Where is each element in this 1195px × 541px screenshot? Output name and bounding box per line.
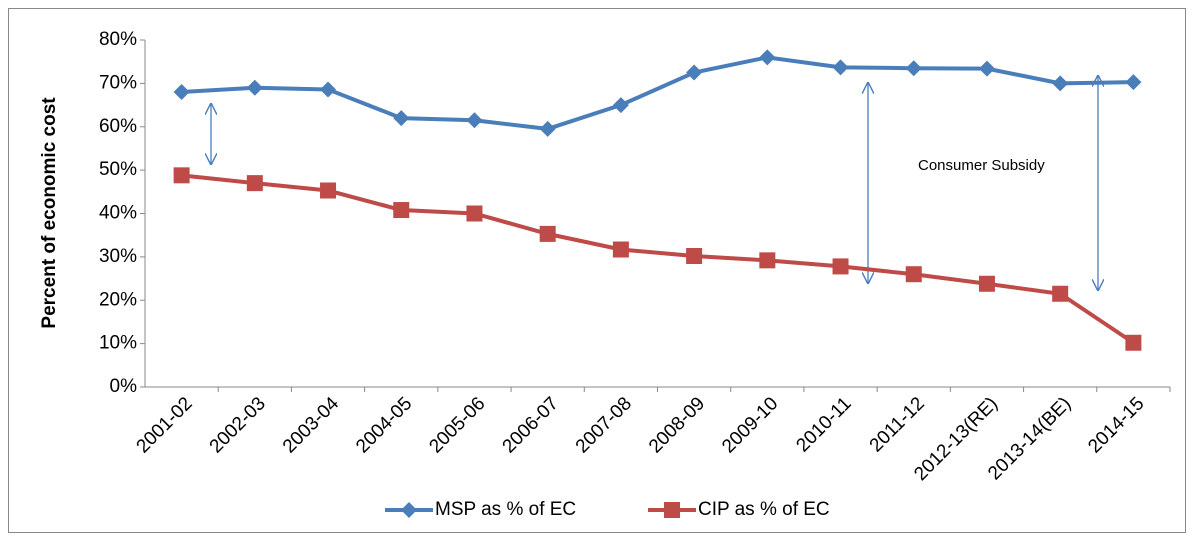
data-point xyxy=(759,252,776,269)
data-point xyxy=(246,175,263,192)
data-point xyxy=(320,81,337,98)
data-point xyxy=(905,60,922,77)
data-point xyxy=(1125,334,1142,351)
data-point xyxy=(173,167,190,184)
y-tick-label: 20% xyxy=(99,289,137,310)
data-point xyxy=(905,266,922,283)
data-point xyxy=(612,97,629,114)
data-point xyxy=(978,275,995,292)
data-point xyxy=(466,112,483,129)
y-tick-label: 60% xyxy=(99,116,137,137)
data-point xyxy=(832,59,849,76)
y-tick-label: 0% xyxy=(110,376,138,397)
legend-label: MSP as % of EC xyxy=(435,499,576,520)
data-point xyxy=(393,110,410,127)
chart-border xyxy=(8,8,1186,533)
y-tick-label: 80% xyxy=(99,29,137,50)
data-point xyxy=(612,241,629,258)
y-tick-label: 10% xyxy=(99,333,137,354)
data-point xyxy=(393,202,410,219)
x-tick-label: 2007-08 xyxy=(572,393,636,457)
data-point xyxy=(320,182,337,199)
data-point xyxy=(686,64,703,81)
x-tick-label: 2005-06 xyxy=(425,393,489,457)
data-point xyxy=(466,205,483,222)
data-point xyxy=(246,79,263,96)
x-tick-label: 2004-05 xyxy=(352,393,416,457)
data-point xyxy=(759,49,776,66)
data-point xyxy=(539,225,556,242)
x-tick-label: 2003-04 xyxy=(279,393,343,457)
y-tick-label: 70% xyxy=(99,72,137,93)
x-tick-label: 2014-15 xyxy=(1084,393,1148,457)
y-tick-label: 40% xyxy=(99,203,137,224)
series-line xyxy=(181,173,1135,345)
y-tick-label: 50% xyxy=(99,159,137,180)
x-tick-label: 2008-09 xyxy=(645,393,709,457)
x-tick-label: 2002-03 xyxy=(206,393,270,457)
data-point xyxy=(539,120,556,137)
data-point xyxy=(1052,285,1069,302)
x-tick-label: 2011-12 xyxy=(866,393,929,456)
data-point xyxy=(686,248,703,265)
annotation: Consumer Subsidy xyxy=(918,157,1045,174)
x-tick-label: 2006-07 xyxy=(499,393,563,457)
data-point xyxy=(1125,74,1142,91)
series-line xyxy=(181,55,1134,131)
data-point xyxy=(173,84,190,101)
x-tick-label: 2010-11 xyxy=(792,393,855,456)
legend-label: CIP as % of EC xyxy=(698,499,830,520)
annotation-arrows xyxy=(211,76,1098,290)
data-point xyxy=(978,60,995,77)
x-tick-label: 2009-10 xyxy=(718,393,782,457)
legend-marker xyxy=(401,502,417,518)
legend-marker xyxy=(664,502,680,518)
x-tick-label: 2001-02 xyxy=(133,393,197,457)
y-axis-label: Percent of economic cost xyxy=(39,97,60,329)
data-point xyxy=(1052,75,1069,92)
y-tick-label: 30% xyxy=(99,246,137,267)
data-point xyxy=(832,258,849,275)
